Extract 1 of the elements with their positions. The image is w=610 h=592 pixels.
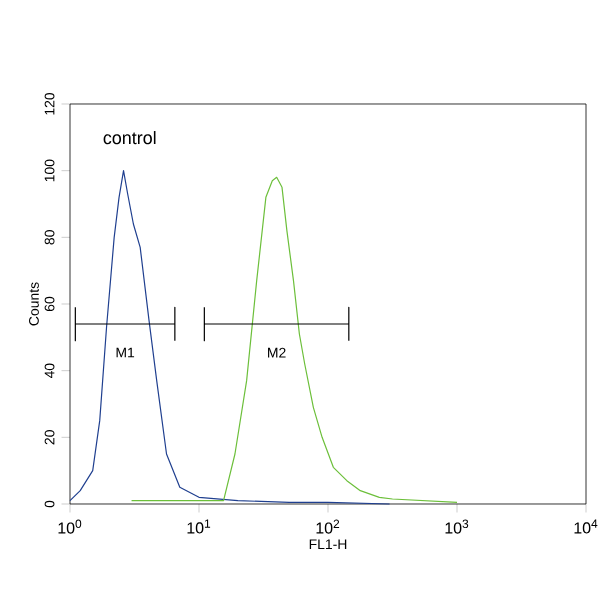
annotation: control — [103, 131, 156, 145]
